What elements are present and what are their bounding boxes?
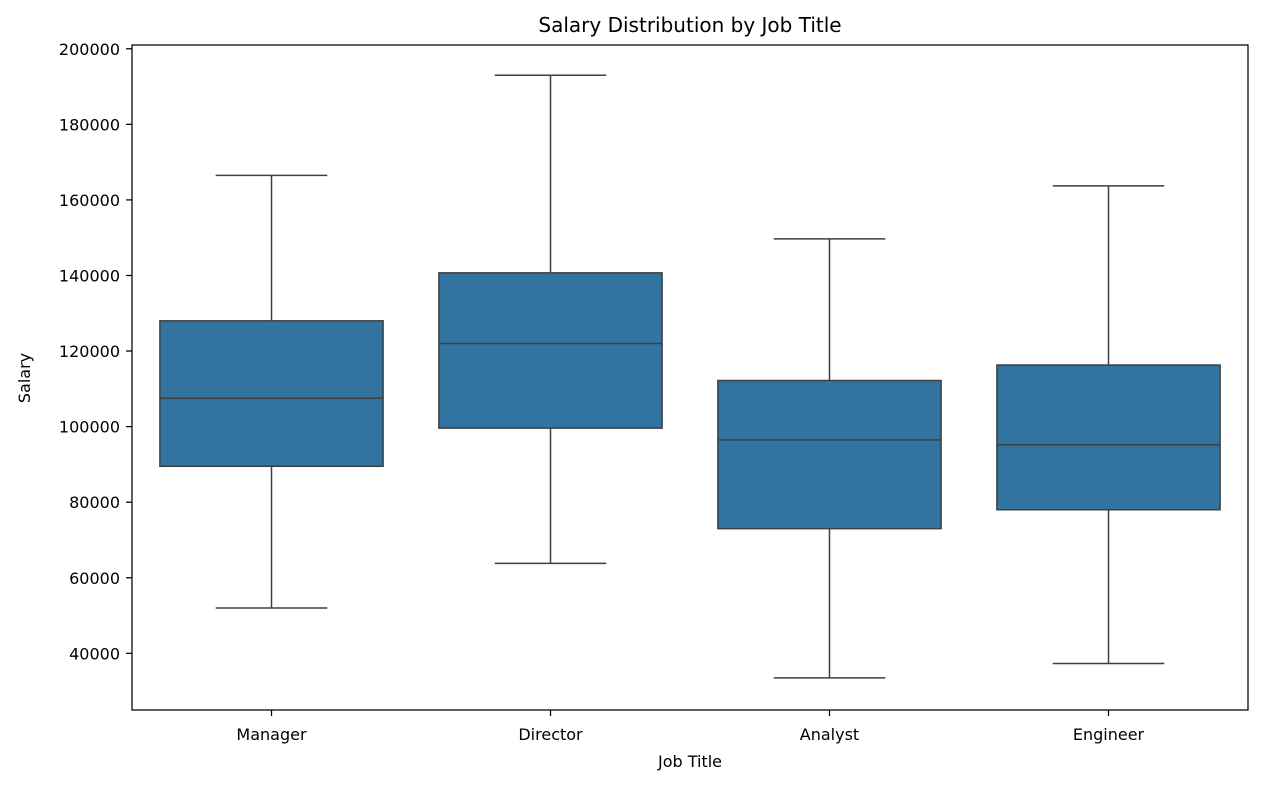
y-tick-label: 200000: [59, 40, 120, 59]
x-axis-label: Job Title: [657, 752, 722, 771]
y-tick-label: 180000: [59, 115, 120, 134]
box-analyst: [717, 238, 942, 679]
box-director: [438, 74, 663, 565]
x-tick-label: Engineer: [1073, 725, 1145, 744]
box-manager: [159, 174, 384, 609]
box-engineer: [996, 185, 1221, 665]
y-tick-label: 60000: [69, 569, 120, 588]
chart-title: Salary Distribution by Job Title: [538, 13, 841, 37]
iqr-box-engineer: [996, 364, 1221, 511]
y-tick-label: 40000: [69, 644, 120, 663]
iqr-box-manager: [159, 320, 384, 468]
y-tick-label: 100000: [59, 418, 120, 437]
x-tick-label: Manager: [236, 725, 307, 744]
y-tick-label: 140000: [59, 266, 120, 285]
iqr-box-director: [438, 272, 663, 429]
y-tick-label: 120000: [59, 342, 120, 361]
y-tick-label: 160000: [59, 191, 120, 210]
iqr-box-analyst: [717, 379, 942, 530]
x-tick-label: Director: [518, 725, 583, 744]
plot-area: 40000 60000 80000 100000 120000 140000 160000 1…: [59, 40, 1249, 744]
plot-frame: [131, 44, 1249, 711]
y-tick-label: 80000: [69, 493, 120, 512]
y-axis-label: Salary: [15, 353, 34, 403]
x-tick-label: Analyst: [800, 725, 859, 744]
